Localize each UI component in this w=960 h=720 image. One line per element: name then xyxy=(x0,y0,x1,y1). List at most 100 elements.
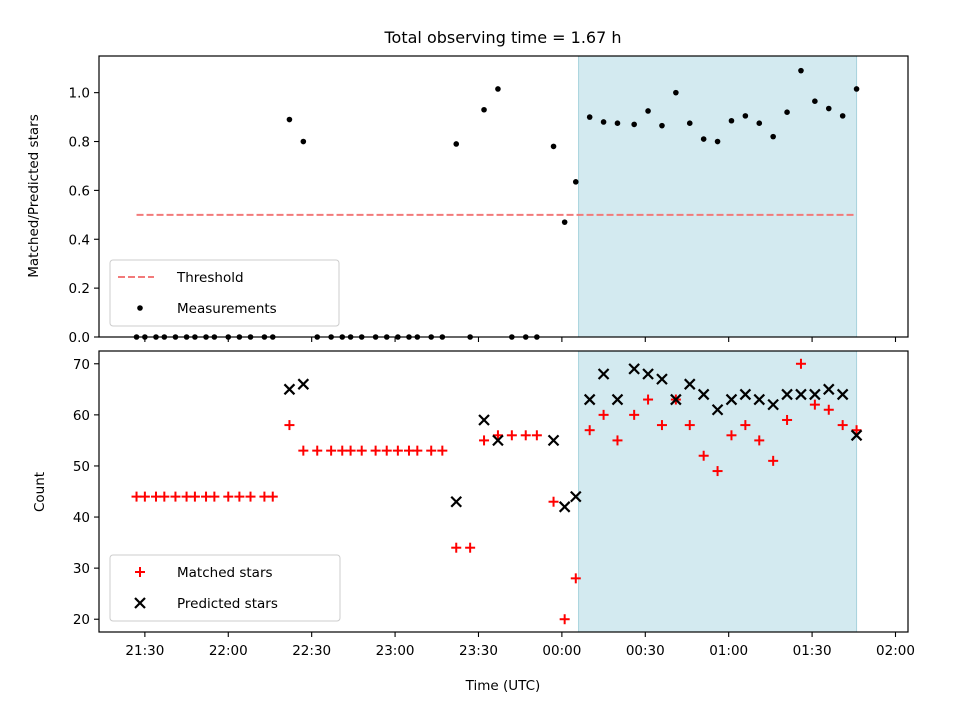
legend-box xyxy=(109,259,340,327)
measurement-point xyxy=(825,105,832,112)
matched-star-point xyxy=(506,430,517,441)
predicted-star-point xyxy=(611,393,624,406)
measurement-point xyxy=(742,113,749,119)
legend-measurement-swatch xyxy=(137,305,143,311)
x-tick-label: 21:30 xyxy=(125,643,164,659)
predicted-star-point xyxy=(297,378,310,390)
y-tick-label: 0.4 xyxy=(69,232,90,248)
predicted-star-point xyxy=(583,393,596,406)
y-tick-label: 70 xyxy=(73,357,90,373)
legend-label: Predicted stars xyxy=(177,596,278,612)
matched-star-point xyxy=(837,420,848,431)
matched-star-point xyxy=(234,491,245,502)
predicted-star-point xyxy=(570,490,582,503)
measurement-point xyxy=(586,114,593,120)
top-y-axis-label: Matched/Predicted stars xyxy=(26,114,42,277)
predicted-star-point xyxy=(642,368,654,380)
matched-star-point xyxy=(245,491,256,502)
legend: Matched stars Predicted stars xyxy=(109,554,341,622)
measurement-point xyxy=(714,138,721,145)
matched-star-point xyxy=(201,491,212,502)
predicted-star-point xyxy=(739,388,752,401)
matched-star-point xyxy=(284,420,295,431)
plot-frame xyxy=(98,55,909,338)
measurement-point xyxy=(770,133,776,140)
predicted-star-point xyxy=(670,393,682,406)
y-tick-label: 60 xyxy=(73,408,90,424)
matched-star-point xyxy=(559,614,570,625)
x-tick-label: 00:00 xyxy=(542,643,581,659)
predicted-star-point xyxy=(558,501,571,513)
matched-star-point xyxy=(643,394,654,405)
matched-star-point xyxy=(189,491,200,502)
matched-star-point xyxy=(712,466,723,477)
matched-star-point xyxy=(412,445,423,456)
matched-star-point xyxy=(598,409,609,420)
matched-star-point xyxy=(267,491,278,502)
x-axis-label: Time (UTC) xyxy=(465,678,541,694)
y-tick-label: 0.2 xyxy=(69,281,90,297)
legend-label: Matched stars xyxy=(177,565,273,581)
predicted-star-point xyxy=(547,434,560,447)
y-tick-label: 50 xyxy=(73,459,90,475)
measurement-point xyxy=(686,120,693,126)
predicted-star-point xyxy=(683,378,696,390)
predicted-star-point xyxy=(781,388,793,401)
legend-matched-swatch xyxy=(135,567,145,577)
predicted-star-point xyxy=(711,403,724,416)
measurement-point xyxy=(812,98,818,105)
legend-box xyxy=(109,554,341,622)
x-tick-label: 01:00 xyxy=(709,643,748,659)
matched-star-point xyxy=(403,445,414,456)
measurement-point xyxy=(839,113,846,119)
matched-star-point xyxy=(684,420,695,431)
matched-star-point xyxy=(612,435,623,446)
predicted-star-point xyxy=(283,383,296,396)
count-panel: 20 30 40 50 60 70 21:30 22:00 22:30 23:00 23:30 00:… xyxy=(73,350,915,659)
x-tick-label: 00:30 xyxy=(626,643,665,659)
y-tick-label: 1.0 xyxy=(69,86,90,102)
measurement-point xyxy=(728,117,735,124)
y-tick-label: 30 xyxy=(73,561,90,577)
measurement-point xyxy=(631,121,637,128)
x-tick-label: 23:00 xyxy=(376,643,415,659)
matched-star-point xyxy=(437,445,448,456)
matched-star-point xyxy=(584,425,595,436)
matched-star-point xyxy=(492,430,503,441)
matched-star-point xyxy=(223,491,234,502)
y-tick-label: 0.8 xyxy=(69,135,90,151)
matched-star-point xyxy=(851,425,862,436)
legend-label: Measurements xyxy=(177,301,277,317)
measurement-point xyxy=(645,108,651,114)
measurement-point xyxy=(600,119,607,125)
matched-star-point xyxy=(656,420,667,431)
matched-star-point xyxy=(326,445,337,456)
matched-star-point xyxy=(159,491,170,502)
matched-star-point xyxy=(131,491,142,502)
y-tick-label: 0.6 xyxy=(69,183,90,199)
matched-star-point xyxy=(426,445,437,456)
predicted-star-point xyxy=(795,388,807,401)
measurement-point xyxy=(286,116,293,123)
matched-star-point xyxy=(698,450,709,461)
matched-star-point xyxy=(520,430,531,441)
predicted-star-point xyxy=(597,368,610,380)
matched-star-point xyxy=(259,491,270,502)
predicted-star-point xyxy=(492,434,504,447)
x-tick-label: 02:00 xyxy=(876,643,915,659)
measurement-point xyxy=(495,86,501,92)
measurement-point xyxy=(659,122,665,129)
predicted-star-point xyxy=(809,388,821,401)
measurement-point xyxy=(614,120,621,126)
predicted-star-point xyxy=(767,398,779,411)
measurement-point xyxy=(756,120,763,126)
measurement-point xyxy=(561,219,568,225)
predicted-star-point xyxy=(850,429,863,442)
matched-star-point xyxy=(548,496,559,507)
measurement-point xyxy=(784,109,790,115)
measurement-point xyxy=(572,179,579,185)
matched-star-point xyxy=(823,404,834,415)
predicted-star-point xyxy=(697,388,710,401)
matched-star-point xyxy=(298,445,309,456)
